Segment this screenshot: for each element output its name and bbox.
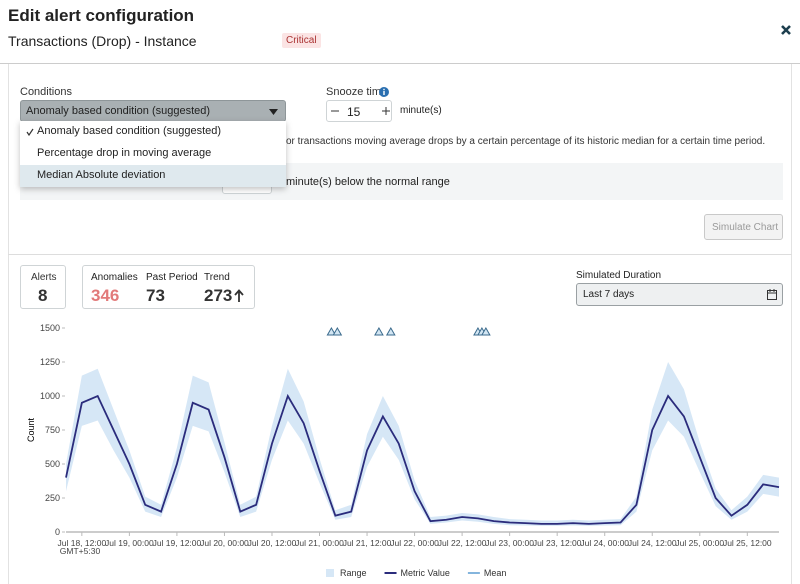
option-text: Anomaly based condition (suggested) bbox=[37, 125, 222, 137]
stat-label: Alerts bbox=[31, 272, 57, 283]
stat-value: 346 bbox=[91, 286, 120, 305]
x-tick-label: Jul 21, 00:00 bbox=[295, 538, 344, 548]
close-button[interactable] bbox=[780, 24, 792, 36]
x-tick-label: Jul 18, 12:00 bbox=[58, 538, 107, 548]
stat-value: 273 bbox=[204, 286, 233, 305]
simulate-button[interactable]: Simulate Chart bbox=[704, 214, 783, 240]
calendar-icon bbox=[767, 289, 777, 300]
dropdown-menu: Anomaly based condition (suggested) Perc… bbox=[20, 121, 286, 187]
button-text: Simulate Chart bbox=[712, 222, 779, 233]
x-tick-label: Jul 20, 12:00 bbox=[248, 538, 297, 548]
x-tick-label: Jul 19, 12:00 bbox=[153, 538, 202, 548]
panel-border bbox=[8, 64, 9, 584]
y-tick-label: 1500 bbox=[40, 323, 60, 333]
threshold-suffix: minute(s) below the normal range bbox=[286, 176, 450, 188]
x-tick-label: Jul 22, 12:00 bbox=[438, 538, 487, 548]
y-tick-label: 750 bbox=[45, 425, 60, 435]
snooze-label: Snooze time bbox=[326, 86, 388, 98]
y-tick-label: 1250 bbox=[40, 357, 60, 367]
legend-label: Range bbox=[340, 568, 367, 578]
option[interactable]: Percentage drop in moving average bbox=[20, 143, 286, 165]
anomaly-marker bbox=[481, 326, 491, 336]
conditions-label: Conditions bbox=[20, 86, 72, 98]
divider bbox=[8, 254, 792, 255]
legend-label: Mean bbox=[484, 568, 507, 578]
check-icon bbox=[26, 128, 34, 136]
alerts-card: Alerts 8 bbox=[20, 265, 66, 309]
description: or transactions moving average drops by … bbox=[286, 136, 766, 147]
x-tick-label: Jul 25, 00:00 bbox=[675, 538, 724, 548]
select-value: Last 7 days bbox=[583, 289, 635, 300]
stat-label: Past Period bbox=[146, 272, 198, 283]
y-tick-label: 500 bbox=[45, 459, 60, 469]
series-line bbox=[65, 393, 780, 525]
info-icon[interactable] bbox=[379, 87, 389, 97]
snooze-unit: minute(s) bbox=[400, 105, 442, 116]
y-tick-label: 1000 bbox=[40, 391, 60, 401]
legend-swatch bbox=[326, 569, 334, 577]
select-value: Anomaly based condition (suggested) bbox=[26, 105, 211, 117]
x-tick-label: Jul 21, 12:00 bbox=[343, 538, 392, 548]
option-text: Percentage drop in moving average bbox=[37, 147, 212, 159]
caret bbox=[269, 109, 278, 115]
stat-value: 8 bbox=[38, 286, 48, 305]
anomaly-marker bbox=[385, 326, 396, 336]
anomaly-marker bbox=[374, 326, 384, 336]
stat-value: 73 bbox=[146, 286, 165, 305]
anomaly-marker bbox=[332, 326, 343, 336]
x-tick-label: Jul 20, 00:00 bbox=[200, 538, 249, 548]
option[interactable]: Anomaly based condition (suggested) bbox=[20, 121, 286, 143]
y-tick-label: 250 bbox=[45, 493, 60, 503]
x-tick-label: Jul 25, 12:00 bbox=[723, 538, 772, 548]
alert-name: Transactions (Drop) - Instance bbox=[8, 33, 197, 49]
snooze-value: 15 bbox=[347, 105, 361, 119]
duration-label: Simulated Duration bbox=[576, 270, 662, 281]
range-band bbox=[66, 362, 779, 526]
stat-label: Trend bbox=[204, 272, 230, 283]
y-axis-title: Count bbox=[26, 418, 36, 443]
divider bbox=[0, 63, 800, 64]
duration-select[interactable]: Last 7 days bbox=[576, 283, 783, 306]
timezone: GMT+5:30 bbox=[60, 546, 101, 556]
dialog-title: Edit alert configuration bbox=[8, 6, 195, 25]
x-tick-label: Jul 19, 00:00 bbox=[105, 538, 154, 548]
x-tick-label: Jul 22, 00:00 bbox=[390, 538, 439, 548]
option[interactable]: Median Absolute deviation bbox=[20, 165, 286, 187]
option-text: Median Absolute deviation bbox=[37, 169, 166, 181]
panel-border bbox=[791, 64, 792, 584]
increment[interactable] bbox=[382, 107, 390, 115]
legend-label: Metric Value bbox=[401, 568, 450, 578]
anomaly-marker bbox=[326, 326, 337, 336]
severity-badge: Critical bbox=[282, 33, 321, 48]
decrement[interactable] bbox=[331, 107, 339, 115]
y-tick-label: 0 bbox=[55, 527, 60, 537]
x-tick-label: Jul 24, 00:00 bbox=[580, 538, 629, 548]
snooze-stepper: 15 bbox=[326, 100, 392, 122]
trend-arrow bbox=[234, 289, 244, 302]
stats-card: Anomalies 346 Past Period 73 Trend 273 bbox=[82, 265, 255, 309]
stat-label: Anomalies bbox=[91, 272, 138, 283]
x-tick-label: Jul 24, 12:00 bbox=[628, 538, 677, 548]
x-tick-label: Jul 23, 12:00 bbox=[533, 538, 582, 548]
x-tick-label: Jul 23, 00:00 bbox=[485, 538, 534, 548]
